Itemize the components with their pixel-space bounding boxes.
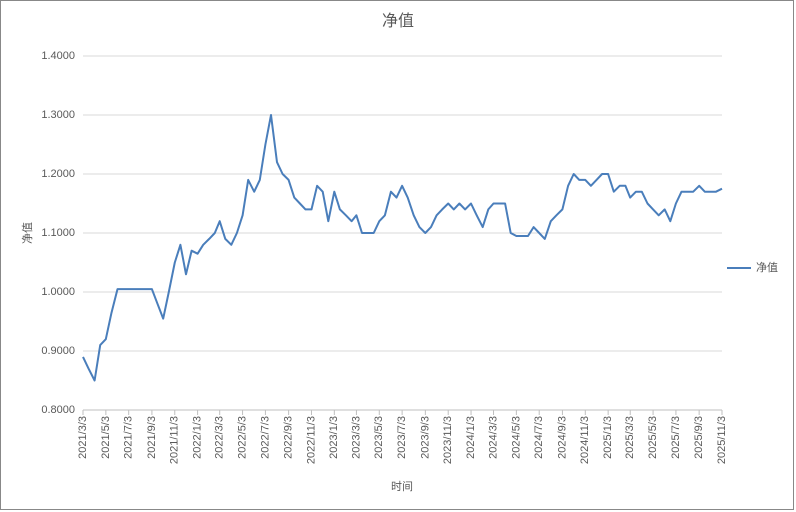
x-tick-label: 2022/5/3 (236, 416, 248, 459)
x-tick-label: 2024/5/3 (510, 416, 522, 459)
x-tick-label: 2025/9/3 (693, 416, 705, 459)
x-tick-label: 2023/3/3 (350, 416, 362, 459)
x-tick-label: 2021/7/3 (123, 416, 135, 459)
chart-title: 净值 (382, 12, 414, 30)
x-tick-label: 2021/11/3 (169, 416, 181, 464)
series-line (82, 114, 723, 382)
legend-label: 净值 (756, 260, 778, 274)
x-tick-label: 2022/3/3 (214, 416, 226, 459)
x-tick-label: 2025/5/3 (647, 416, 659, 459)
x-tick-label: 2025/1/3 (602, 416, 614, 459)
x-tick-label: 2021/9/3 (146, 416, 158, 459)
y-tick-label: 0.8000 (41, 404, 75, 416)
y-axis-label: 净值 (20, 222, 34, 244)
x-tick-label: 2023/9/3 (419, 416, 431, 459)
x-tick-label: 2023/11/3 (442, 416, 454, 464)
x-tick-label: 2022/11/3 (305, 416, 317, 464)
x-tick-label: 2023/1/3 (328, 416, 340, 459)
y-tick-label: 1.1000 (41, 227, 75, 239)
x-tick-label: 2024/11/3 (579, 416, 591, 464)
y-tick-label: 0.9000 (41, 345, 75, 357)
x-tick-label: 2023/5/3 (373, 416, 385, 459)
y-tick-label: 1.4000 (41, 50, 75, 62)
x-tick-label: 2022/9/3 (283, 416, 295, 459)
x-tick-label: 2024/7/3 (533, 416, 545, 459)
x-tick-label: 2022/1/3 (192, 416, 204, 459)
y-tick-label: 1.2000 (41, 168, 75, 180)
y-tick-label: 1.0000 (41, 286, 75, 298)
x-tick-label: 2021/3/3 (77, 416, 89, 459)
x-tick-label: 2021/5/3 (100, 416, 112, 459)
x-tick-label: 2025/3/3 (624, 416, 636, 459)
x-tick-label: 2022/7/3 (259, 416, 271, 459)
x-tick-label: 2023/7/3 (396, 416, 408, 459)
x-tick-label: 2024/3/3 (487, 416, 499, 459)
y-tick-label: 1.3000 (41, 109, 75, 121)
x-axis-label: 时间 (391, 480, 413, 493)
x-tick-label: 2025/11/3 (716, 416, 728, 464)
x-tick-label: 2024/1/3 (465, 416, 477, 459)
x-tick-label: 2024/9/3 (556, 416, 568, 459)
x-tick-label: 2025/7/3 (670, 416, 682, 459)
